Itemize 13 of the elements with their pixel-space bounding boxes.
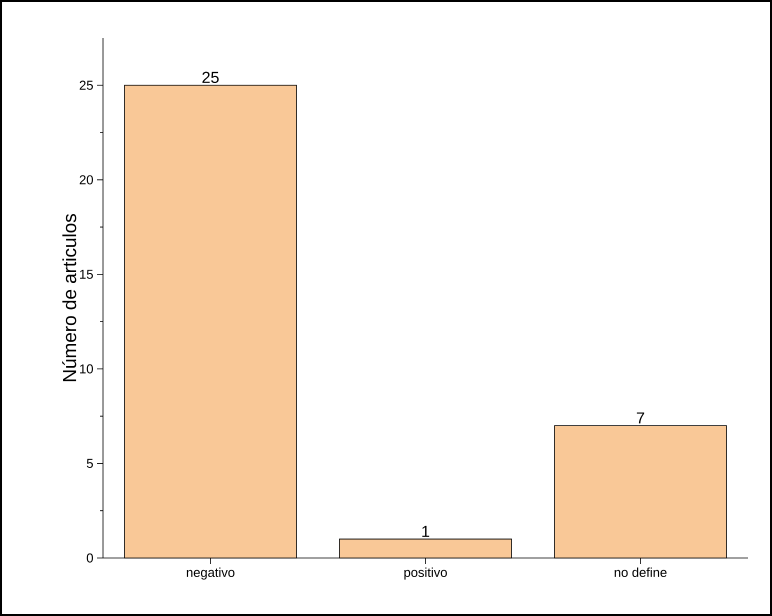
data-label: 1 xyxy=(422,526,430,537)
y-tick-label: 0 xyxy=(86,553,93,563)
y-tick-label: 15 xyxy=(80,270,93,279)
y-tick-label: 5 xyxy=(86,458,93,468)
x-tick-label: positivo xyxy=(404,568,447,580)
data-label: 7 xyxy=(636,412,644,424)
x-tick-label: negativo xyxy=(186,568,234,580)
data-label: 25 xyxy=(202,72,219,84)
y-axis-title: Número de articulos xyxy=(62,214,76,382)
y-tick-label: 25 xyxy=(80,80,93,90)
x-tick-label: no define xyxy=(614,568,667,578)
y-tick-label: 10 xyxy=(80,364,93,374)
y-tick-label: 20 xyxy=(80,175,93,184)
